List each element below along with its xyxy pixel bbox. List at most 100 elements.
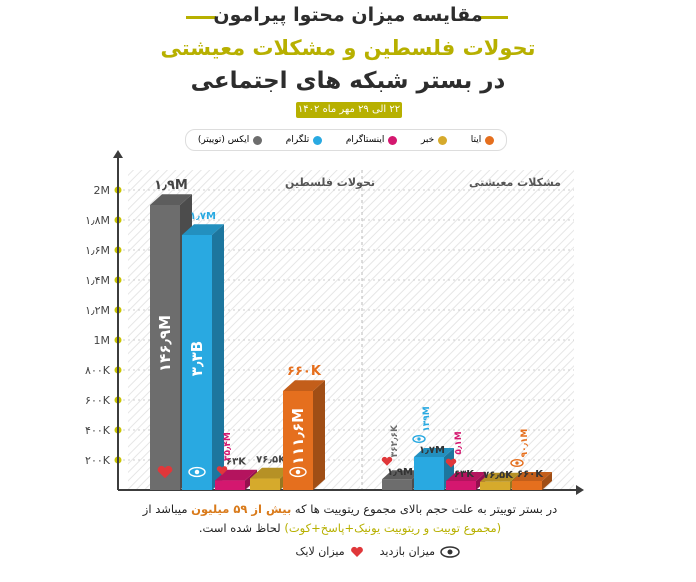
y-tick-label: ۸۰۰K <box>85 364 111 377</box>
y-tick-label: ۶۰۰K <box>85 394 111 407</box>
eye-icon <box>510 459 524 468</box>
footnote-part2: میباشد از <box>142 502 192 516</box>
legend-swatch <box>485 135 495 145</box>
footnote: در بستر توییتر به علت حجم بالای مجموع ری… <box>140 500 560 538</box>
heart-icon <box>445 458 457 468</box>
legend-item: اینستاگرام <box>346 135 398 145</box>
legend-swatch <box>388 135 398 145</box>
y-tick-label: ۴۰۰K <box>85 424 111 437</box>
bar-above-label: ۹۰٫۱M <box>520 429 530 458</box>
heart-icon <box>350 546 363 557</box>
bottom-legend: میزان بازدید میزان لایک <box>280 545 460 558</box>
title-line-3: در بستر شبکه های اجتماعی <box>190 68 506 94</box>
y-axis-arrow <box>113 150 123 158</box>
bar-palestine-4-side <box>313 380 325 490</box>
title-line-1: مقایسه میزان محتوا پیرامون <box>213 4 483 26</box>
eye-outline <box>289 466 307 478</box>
eye-icon <box>412 435 426 444</box>
bar-livelihood-1-top <box>414 448 454 457</box>
title-line-2: تحولات فلسطین و مشکلات معیشتی <box>160 36 536 60</box>
legend-item: ایکس (توییتر) <box>197 135 263 145</box>
bar-above-label: ۳۶۲٫۶K <box>390 424 400 457</box>
bar-value-label: ۱٫۷M <box>190 211 216 222</box>
y-tick-label: 1M <box>94 334 111 347</box>
series-legend: ایکس (توییتر) تلگرام اینستاگرام خبر ایتا <box>185 129 507 151</box>
heart-icon <box>157 465 173 479</box>
eye-pupil <box>295 469 301 475</box>
legend-label: ایتا <box>470 135 482 145</box>
group-title-livelihood: مشکلات معیشتی <box>469 176 561 189</box>
legend-label: خبر <box>420 135 435 145</box>
footnote-part1: در بستر توییتر به علت حجم بالای مجموع ری… <box>291 502 558 516</box>
legend-label: تلگرام <box>285 135 310 145</box>
legend-label: اینستاگرام <box>345 135 385 145</box>
bar-palestine-0-top <box>150 194 192 205</box>
bar-inner-label: ۳۵٫۴M <box>223 432 233 461</box>
eye-outline <box>510 459 524 468</box>
eye-outline <box>188 466 206 478</box>
bar-above-label: ۵٫۱M <box>454 431 464 454</box>
bar-livelihood-0 <box>382 479 412 490</box>
legend-swatch <box>438 135 448 145</box>
views-label: میزان بازدید <box>379 545 435 558</box>
legend-item: ایتا <box>470 135 495 145</box>
y-tick-label: ۱٫۸M <box>85 214 110 227</box>
bar-palestine-2 <box>215 480 245 490</box>
y-tick-label: 2M <box>94 184 111 197</box>
heart-icon <box>381 456 393 466</box>
legend-swatch <box>313 135 323 145</box>
panel-background-livelihood <box>362 170 574 490</box>
y-tick-label: ۱٫۴M <box>85 274 110 287</box>
bar-livelihood-0-top <box>382 470 422 480</box>
bar-inner-label: ۱۴۶٫۹M <box>156 315 174 372</box>
eye-icon <box>188 466 206 478</box>
y-tick-label: ۱٫۲M <box>85 304 110 317</box>
bar-livelihood-2-top <box>446 472 486 481</box>
bar-palestine-1-side <box>212 224 224 490</box>
x-axis-arrow <box>576 485 584 495</box>
footnote-highlight: بیش از ۵۹ میلیون <box>191 502 292 516</box>
eye-pupil <box>194 469 200 475</box>
bar-livelihood-2 <box>446 481 476 490</box>
bottom-legend-likes: میزان لایک <box>296 545 364 558</box>
bar-value-label: ۶۳K <box>226 457 247 468</box>
title-dash-left <box>186 16 216 19</box>
eye-icon <box>440 545 460 558</box>
bar-inner-label: ۳٫۳B <box>188 341 206 376</box>
legend-item: خبر <box>420 135 448 145</box>
bar-palestine-2-top <box>215 469 257 481</box>
bar-palestine-3 <box>250 478 280 490</box>
bar-value-label: ۱٫۹M <box>154 178 188 193</box>
bar-livelihood-4-side <box>542 472 552 490</box>
bar-value-label: ۱٫۹M <box>387 467 413 478</box>
group-title-palestine: تحولات فلسطین <box>285 176 375 189</box>
bar-value-label: ۱٫۷M <box>419 445 445 456</box>
bar-value-label: ۶۶۰K <box>287 364 322 379</box>
date-range-badge: ۲۲ الی ۲۹ مهر ماه ۱۴۰۲ <box>296 102 402 118</box>
bar-chart: 2M ۱٫۸M ۱٫۶M ۱٫۴M ۱٫۲M 1M ۸۰۰K ۶۰۰K ۴۰۰K ۲۰۰K تحول… <box>85 150 584 495</box>
bar-livelihood-1 <box>414 457 444 490</box>
bar-palestine-0 <box>150 205 180 490</box>
bottom-legend-views: میزان بازدید <box>380 545 460 558</box>
footnote-bracket: (مجموع توییت و ریتوییت یونیک+پاسخ+کوت) <box>284 521 502 535</box>
bar-value-label: ۶۳K <box>454 469 475 480</box>
bar-palestine-1 <box>182 235 212 490</box>
legend-label: ایکس (توییتر) <box>197 135 250 145</box>
y-tick-label: ۱٫۶M <box>85 244 110 257</box>
bar-inner-label: ۱۱۱٫۶M <box>289 408 307 465</box>
bar-livelihood-4 <box>512 481 542 490</box>
bar-palestine-4-top <box>283 380 325 391</box>
bar-value-label: ۶۶۰K <box>517 469 544 480</box>
eye-pupil <box>417 437 421 441</box>
title-dash-right <box>478 16 508 19</box>
legend-item: تلگرام <box>286 135 323 145</box>
y-tick-label: ۲۰۰K <box>85 454 111 467</box>
bar-palestine-3-top <box>250 467 292 479</box>
bar-value-label: ۷۶٫۵K <box>256 455 287 466</box>
heart-icon <box>216 466 228 476</box>
bar-palestine-1-top <box>182 224 224 235</box>
eye-outline <box>412 435 426 444</box>
legend-swatch <box>253 135 263 145</box>
bar-livelihood-3 <box>480 481 510 490</box>
footnote-part3: لحاظ شده است. <box>198 521 285 535</box>
